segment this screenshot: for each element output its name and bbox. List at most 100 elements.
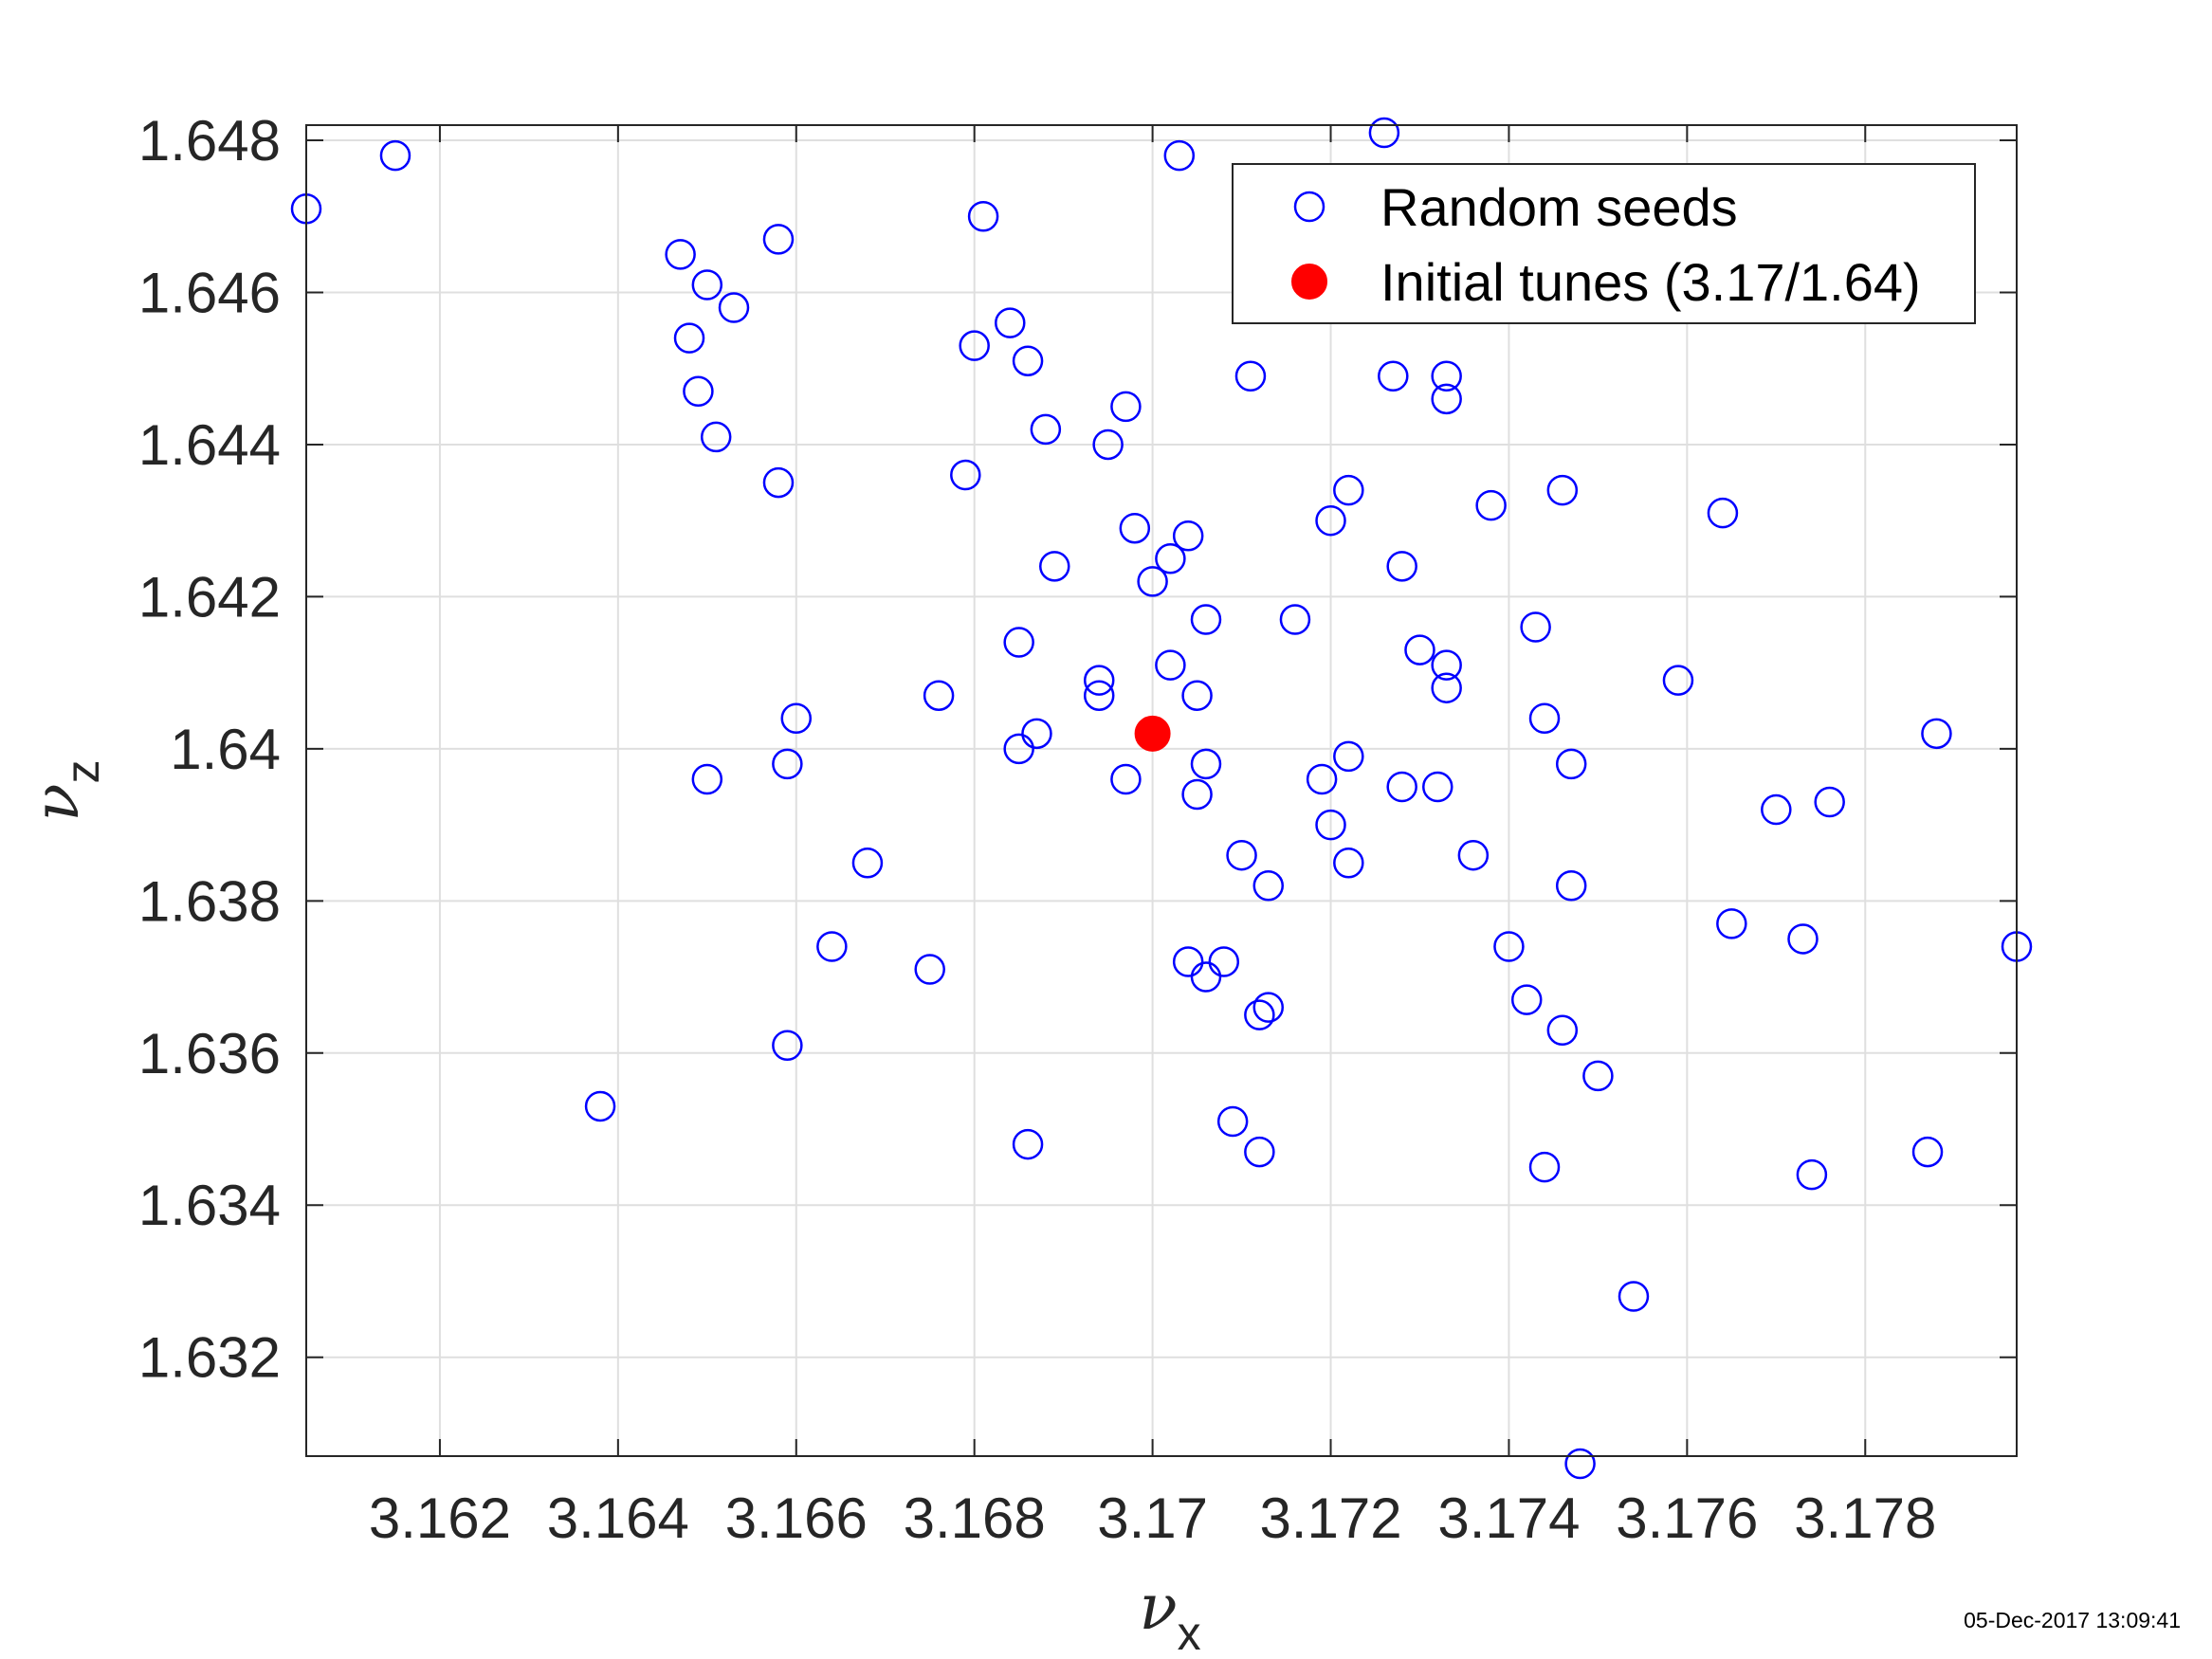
- random-seed-point: [718, 292, 750, 323]
- random-seed-point: [1546, 474, 1579, 506]
- random-seed-point: [762, 224, 795, 255]
- y-tick-label: 1.64: [170, 718, 281, 781]
- legend-marker-initial-tunes: [1291, 264, 1327, 300]
- random-seed-point: [1279, 604, 1311, 635]
- random-seed-point: [700, 421, 732, 453]
- random-seed-point: [1244, 999, 1275, 1030]
- x-tick-label: 3.176: [1616, 1486, 1758, 1550]
- random-seed-point: [1181, 680, 1213, 711]
- legend-label-initial-tunes: Initial tunes (3.17/1.64): [1380, 252, 1921, 312]
- random-seed-point: [1216, 1105, 1249, 1138]
- random-seed-point: [1315, 504, 1346, 537]
- random-seed-point: [1315, 809, 1346, 841]
- x-tick-labels: 3.162 3.164 3.166 3.168 3.17 3.172 3.174 3.176 3…: [369, 1486, 1936, 1550]
- random-seed-point: [967, 201, 999, 232]
- random-seed-point: [1252, 870, 1284, 902]
- random-seed-point: [1163, 139, 1196, 172]
- random-seed-point: [1386, 551, 1417, 582]
- y-tick-label: 1.642: [138, 565, 281, 629]
- random-seed-point: [1208, 946, 1240, 977]
- random-seed-point: [1003, 733, 1034, 765]
- random-seed-point: [762, 466, 795, 499]
- random-seed-point: [1172, 520, 1204, 552]
- random-seed-point: [1226, 839, 1257, 871]
- random-seed-point: [1155, 543, 1186, 574]
- x-tick-label: 3.172: [1259, 1486, 1401, 1550]
- random-seed-point: [665, 239, 696, 270]
- x-tick-label: 3.164: [547, 1486, 689, 1550]
- random-seed-point: [959, 330, 990, 361]
- y-tick-label: 1.632: [138, 1326, 281, 1390]
- random-seed-point: [995, 307, 1026, 338]
- random-seed-point: [584, 1090, 616, 1122]
- random-seed-point: [1555, 748, 1587, 780]
- random-seed-point: [1431, 672, 1462, 703]
- random-seed-point: [1333, 847, 1364, 879]
- random-seed-point: [1039, 551, 1070, 582]
- random-seed-point: [1386, 771, 1417, 803]
- y-tick-label: 1.636: [138, 1022, 281, 1085]
- plot-area: [306, 125, 2017, 1456]
- random-seed-point: [1083, 665, 1115, 696]
- random-seed-point: [1172, 946, 1204, 977]
- random-seed-point: [1457, 839, 1490, 871]
- y-tick-label: 1.646: [138, 262, 281, 325]
- random-seed-point: [1528, 1151, 1561, 1183]
- random-seed-point: [1190, 961, 1222, 993]
- random-seed-point: [691, 269, 723, 301]
- x-tick-label: 3.162: [369, 1486, 511, 1550]
- y-tick-label: 1.638: [138, 869, 281, 933]
- timestamp: 05-Dec-2017 13:09:41: [1964, 1608, 2181, 1632]
- random-seed-point: [1787, 923, 1819, 955]
- x-tick-label: 3.178: [1794, 1486, 1936, 1550]
- random-seed-point: [1564, 1448, 1596, 1480]
- legend: Random seeds Initial tunes (3.17/1.64): [1232, 163, 1976, 324]
- random-seed-point: [1404, 634, 1435, 665]
- random-seed-point: [1431, 360, 1462, 392]
- x-tick-label: 3.168: [904, 1486, 1046, 1550]
- random-seed-point: [1431, 383, 1462, 415]
- x-tick-label: 3.17: [1097, 1486, 1208, 1550]
- random-seed-point: [1911, 1136, 1944, 1168]
- random-seed-point: [1119, 512, 1151, 544]
- random-seed-point: [1190, 748, 1222, 780]
- data-points: [290, 117, 2033, 1480]
- legend-box: [1232, 163, 1976, 324]
- random-seed-point: [1306, 763, 1338, 795]
- random-seed-point: [1333, 740, 1364, 773]
- legend-marker-random-seeds: [1293, 191, 1325, 223]
- random-seed-point: [816, 931, 848, 962]
- random-seed-point: [914, 954, 945, 985]
- random-seed-point: [1003, 627, 1034, 658]
- random-seed-point: [673, 322, 705, 354]
- random-seed-point: [1190, 604, 1222, 635]
- random-seed-point: [950, 459, 981, 491]
- random-seed-point: [1528, 702, 1561, 735]
- x-tick-label: 3.174: [1437, 1486, 1580, 1550]
- random-seed-point: [1618, 1281, 1650, 1312]
- random-seed-point: [1030, 413, 1062, 446]
- random-seed-point: [379, 139, 411, 172]
- random-seed-point: [772, 1030, 803, 1062]
- random-seed-point: [1431, 649, 1462, 681]
- random-seed-point: [923, 680, 955, 711]
- random-seed-point: [1092, 428, 1124, 461]
- random-seed-point: [683, 375, 714, 408]
- axis-ticks: [306, 125, 2017, 1456]
- random-seed-point: [1368, 117, 1400, 149]
- random-seed-point: [1137, 566, 1168, 597]
- y-axis-label: νz: [20, 759, 109, 821]
- random-seed-point: [1181, 778, 1213, 811]
- random-seed-point: [1520, 611, 1551, 643]
- random-seed-point: [1110, 763, 1142, 795]
- random-seed-point: [1012, 345, 1044, 376]
- random-seed-point: [1378, 360, 1409, 392]
- y-tick-label: 1.644: [138, 413, 281, 477]
- random-seed-point: [1252, 992, 1284, 1023]
- random-seed-point: [1716, 908, 1747, 939]
- random-seed-point: [691, 763, 723, 795]
- axes-box: [305, 124, 2018, 1457]
- random-seed-point: [1662, 665, 1694, 696]
- random-seed-point: [851, 847, 884, 879]
